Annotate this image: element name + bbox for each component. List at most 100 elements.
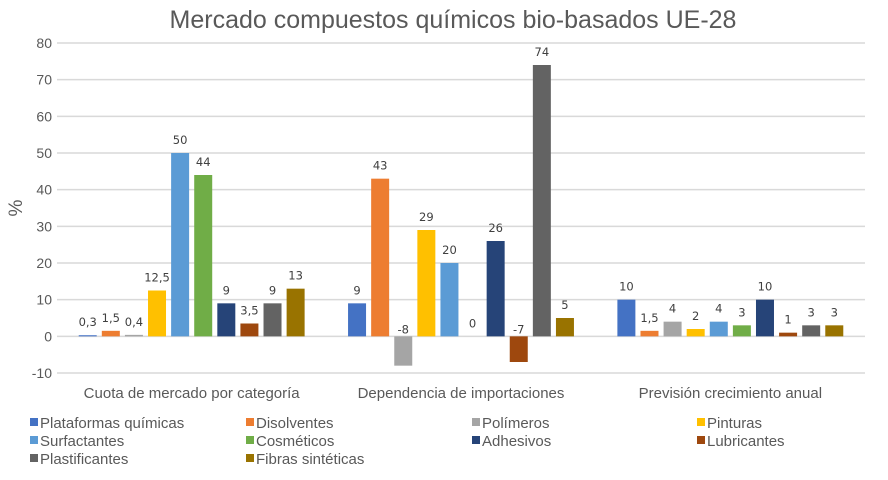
y-tick-label: 80 — [36, 35, 52, 51]
legend-swatch — [246, 418, 254, 426]
legend-swatch — [30, 418, 38, 426]
data-label: 3 — [808, 305, 815, 319]
bar — [148, 290, 167, 337]
y-tick-label: 40 — [36, 182, 52, 198]
legend-label: Plastificantes — [40, 451, 128, 468]
bar — [509, 336, 528, 362]
data-label: 12,5 — [144, 271, 170, 285]
data-label: 4 — [669, 302, 676, 316]
data-label: -7 — [513, 322, 524, 336]
y-tick-label: 60 — [36, 108, 52, 124]
x-category-label: Previsión crecimiento anual — [639, 385, 822, 402]
x-category-label: Cuota de mercado por categoría — [84, 385, 301, 402]
bars — [78, 65, 844, 366]
data-label: 9 — [269, 283, 276, 297]
bar — [78, 335, 97, 337]
bar — [171, 153, 190, 337]
bar — [486, 241, 505, 337]
data-label: 3 — [831, 305, 838, 319]
data-label: -8 — [398, 322, 409, 336]
legend-item: Surfactantes — [30, 433, 124, 450]
legend-swatch — [697, 436, 705, 444]
bar — [663, 321, 682, 337]
data-label: 10 — [758, 280, 773, 294]
data-label: 2 — [692, 309, 699, 323]
bar — [286, 288, 305, 337]
bar — [640, 330, 659, 337]
y-tick-label: 0 — [44, 328, 52, 344]
data-label: 9 — [223, 283, 230, 297]
data-label: 3 — [738, 305, 745, 319]
chart-title: Mercado compuestos químicos bio-basados … — [170, 6, 737, 34]
y-axis-label: % — [6, 199, 27, 216]
bar — [217, 303, 236, 337]
y-tick-label: 10 — [36, 292, 52, 308]
bar — [709, 321, 728, 337]
data-label: 10 — [619, 280, 634, 294]
data-label: 0,3 — [79, 315, 97, 329]
bar — [440, 263, 459, 337]
bar — [532, 65, 551, 337]
data-labels: 0,3 1,5 0,412,5504493,5913943-82920026-774… — [79, 45, 838, 336]
bar — [825, 325, 844, 337]
x-category-label: Dependencia de importaciones — [358, 385, 565, 402]
data-label: 44 — [196, 155, 211, 169]
bar — [124, 334, 143, 337]
legend-label: Plataformas químicas — [40, 415, 184, 432]
bar — [555, 318, 574, 337]
y-tick-label: 20 — [36, 255, 52, 271]
legend-swatch — [472, 418, 480, 426]
y-tick-label: 50 — [36, 145, 52, 161]
legend: Plataformas químicas Disolventes Polímeros… — [30, 415, 785, 468]
data-label: 1,5 — [640, 311, 658, 325]
legend-swatch — [472, 436, 480, 444]
data-label: 0,4 — [125, 315, 143, 329]
legend-label: Cosméticos — [256, 433, 334, 450]
data-label: 43 — [373, 159, 388, 173]
data-label: 26 — [488, 221, 503, 235]
data-label: 29 — [419, 210, 434, 224]
legend-label: Lubricantes — [707, 433, 785, 450]
bar — [779, 332, 798, 337]
data-label: 1 — [784, 313, 791, 327]
bar — [755, 299, 774, 337]
data-label: 3,5 — [240, 304, 258, 318]
data-label: 5 — [561, 298, 568, 312]
legend-item: Pinturas — [697, 415, 762, 432]
legend-label: Polímeros — [482, 415, 550, 432]
legend-label: Adhesivos — [482, 433, 551, 450]
legend-swatch — [30, 436, 38, 444]
legend-item: Adhesivos — [472, 433, 551, 450]
legend-item: Plataformas químicas — [30, 415, 184, 432]
legend-label: Surfactantes — [40, 433, 124, 450]
bar — [686, 329, 705, 337]
bar — [348, 303, 367, 337]
legend-label: Fibras sintéticas — [256, 451, 364, 468]
legend-label: Disolventes — [256, 415, 334, 432]
data-label: 4 — [715, 302, 722, 316]
y-axis-ticks: -10 0 10 20 30 40 50 60 70 80 — [32, 35, 52, 381]
bar — [240, 323, 259, 337]
legend-item: Fibras sintéticas — [246, 451, 364, 468]
legend-item: Cosméticos — [246, 433, 334, 450]
y-tick-label: -10 — [32, 365, 52, 381]
legend-swatch — [697, 418, 705, 426]
data-label: 50 — [173, 133, 188, 147]
legend-item: Lubricantes — [697, 433, 785, 450]
gridlines — [57, 42, 865, 374]
bar — [101, 330, 120, 337]
bar — [417, 230, 436, 337]
legend-item: Disolventes — [246, 415, 334, 432]
bar — [732, 325, 751, 337]
x-axis-categories: Cuota de mercado por categoría Dependenci… — [84, 385, 822, 402]
bar — [194, 175, 213, 337]
legend-swatch — [246, 454, 254, 462]
bar — [617, 299, 636, 337]
legend-item: Polímeros — [472, 415, 550, 432]
data-label: 0 — [469, 316, 476, 330]
legend-label: Pinturas — [707, 415, 762, 432]
legend-item: Plastificantes — [30, 451, 128, 468]
legend-swatch — [30, 454, 38, 462]
bar — [371, 178, 390, 337]
